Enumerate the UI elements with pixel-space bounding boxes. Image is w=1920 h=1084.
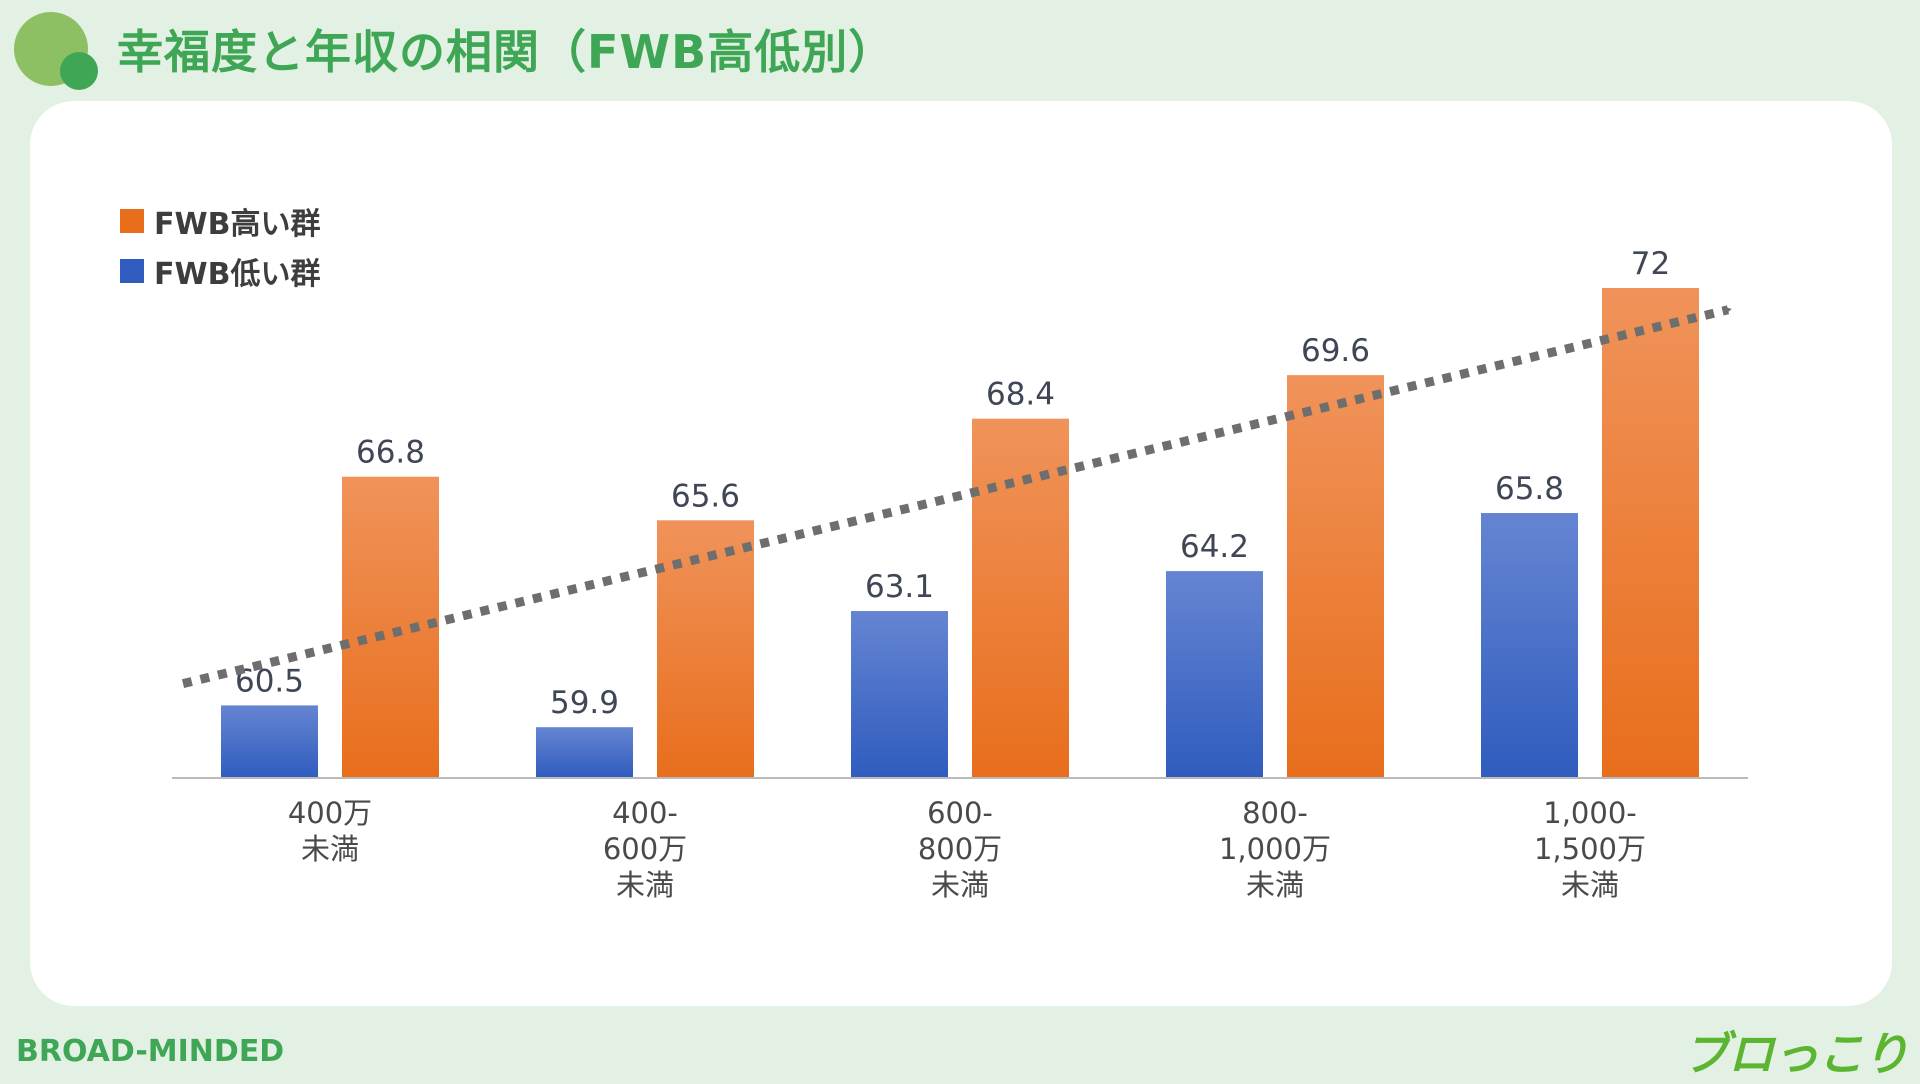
legend-item-high: FWB高い群 — [120, 196, 320, 246]
category-label-1-0: 400- — [612, 796, 678, 830]
legend-label-high: FWB高い群 — [154, 207, 321, 242]
data-label-low-3: 64.2 — [1180, 529, 1249, 565]
data-label-high-2: 68.4 — [986, 377, 1055, 413]
category-label-2-1: 800万 — [918, 832, 1002, 866]
legend-label-low: FWB低い群 — [154, 257, 321, 292]
bar-low-3 — [1166, 571, 1263, 778]
bar-low-2 — [851, 611, 948, 778]
bar-low-4 — [1481, 513, 1578, 778]
category-label-4-0: 1,000- — [1543, 796, 1637, 830]
chart-card — [30, 101, 1892, 1006]
brand-dots-icon — [14, 12, 98, 90]
category-label-2-0: 600- — [927, 796, 993, 830]
bar-high-0 — [342, 476, 439, 778]
data-label-low-2: 63.1 — [865, 569, 934, 605]
category-label-3-2: 未満 — [1246, 868, 1304, 902]
bar-high-3 — [1287, 375, 1384, 778]
data-label-high-3: 69.6 — [1301, 333, 1370, 369]
category-label-3-1: 1,000万 — [1219, 832, 1331, 866]
data-label-low-0: 60.5 — [235, 663, 304, 699]
bar-high-2 — [972, 418, 1069, 778]
category-label-4-2: 未満 — [1561, 868, 1619, 902]
bar-high-4 — [1602, 288, 1699, 778]
brand-name: BROAD-MINDED — [16, 1034, 285, 1069]
data-label-high-1: 65.6 — [671, 478, 740, 514]
category-label-1-1: 600万 — [603, 832, 687, 866]
data-label-low-1: 59.9 — [550, 685, 619, 721]
page-title: 幸福度と年収の相関（FWB高低別） — [117, 25, 896, 79]
data-label-low-4: 65.8 — [1495, 471, 1564, 507]
trend-arrow — [181, 305, 1732, 689]
bar-low-1 — [536, 727, 633, 778]
legend-item-low: FWB低い群 — [120, 246, 320, 296]
data-label-high-4: 72 — [1631, 246, 1670, 282]
legend-swatch-low — [120, 259, 144, 283]
category-label-1-2: 未満 — [616, 868, 674, 902]
legend-swatch-high — [120, 209, 144, 233]
data-label-high-0: 66.8 — [356, 435, 425, 471]
bar-high-1 — [657, 520, 754, 778]
category-label-4-1: 1,500万 — [1534, 832, 1646, 866]
category-label-0-0: 400万 — [288, 796, 372, 830]
chart-legend: FWB高い群 FWB低い群 — [120, 196, 320, 296]
category-label-0-1: 未満 — [301, 832, 359, 866]
brand-logo: ブロっこり — [1683, 1027, 1909, 1081]
category-label-3-0: 800- — [1242, 796, 1308, 830]
bar-low-0 — [221, 705, 318, 778]
category-label-2-2: 未満 — [931, 868, 989, 902]
